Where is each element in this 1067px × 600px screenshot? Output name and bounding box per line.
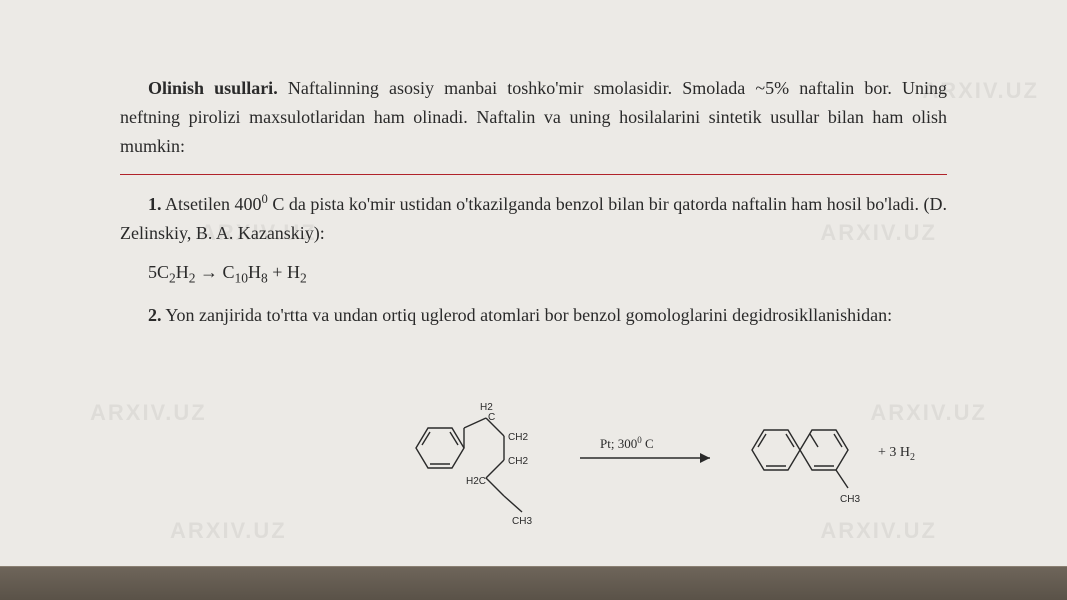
paragraph-item1: 1. Atsetilen 4000 C da pista ko'mir usti…	[120, 189, 947, 248]
label-c: C	[488, 412, 495, 423]
reaction-scheme: H2 C CH2 CH2 H2C CH3 Pt; 3000 C	[400, 388, 1000, 568]
eq-plus: +	[268, 262, 287, 282]
intro-lead: Olinish usullari.	[148, 78, 278, 98]
eq-l-coef: 5C	[148, 262, 169, 282]
arrow-label: Pt; 3000 C	[600, 435, 654, 451]
item2-text: Yon zanjirida to'rtta va undan ortiq ugl…	[162, 305, 893, 325]
label-ch2-a: CH2	[508, 432, 528, 443]
label-ch3-reactant: CH3	[512, 516, 532, 527]
eq-l-sub2: 2	[189, 271, 196, 286]
item1-text-a: Atsetilen 400	[162, 194, 262, 214]
equation-line: 5C2H2 → C10H8 + H2	[120, 262, 947, 287]
product-structure	[752, 430, 848, 488]
watermark: ARXIV.UZ	[170, 518, 287, 544]
eq-r1-sub2: 8	[261, 271, 268, 286]
eq-l-h: H	[176, 262, 189, 282]
eq-r2-sub: 2	[300, 271, 307, 286]
eq-l-sub1: 2	[169, 271, 176, 286]
label-ch2-b: CH2	[508, 456, 528, 467]
divider-red	[120, 174, 947, 175]
watermark: ARXIV.UZ	[90, 400, 207, 426]
content-area: Olinish usullari. Naftalinning asosiy ma…	[120, 74, 947, 343]
label-h2c: H2C	[466, 476, 486, 487]
reaction-tail: + 3 H2	[878, 445, 915, 463]
eq-r1-sub1: 10	[235, 271, 249, 286]
eq-r2-h: H	[287, 262, 300, 282]
reaction-svg: H2 C CH2 CH2 H2C CH3 Pt; 3000 C	[400, 388, 1000, 568]
item2-num: 2.	[148, 305, 162, 325]
eq-r1-h: H	[248, 262, 261, 282]
reaction-arrow: Pt; 3000 C	[580, 435, 710, 463]
paragraph-intro: Olinish usullari. Naftalinning asosiy ma…	[120, 74, 947, 160]
item1-num: 1.	[148, 194, 162, 214]
footer-bar	[0, 566, 1067, 600]
paragraph-item2: 2. Yon zanjirida to'rtta va undan ortiq …	[120, 301, 947, 330]
eq-arrow: →	[196, 262, 223, 282]
reactant-structure	[416, 418, 522, 512]
label-ch3-product: CH3	[840, 494, 860, 505]
eq-r1-c: C	[223, 262, 235, 282]
